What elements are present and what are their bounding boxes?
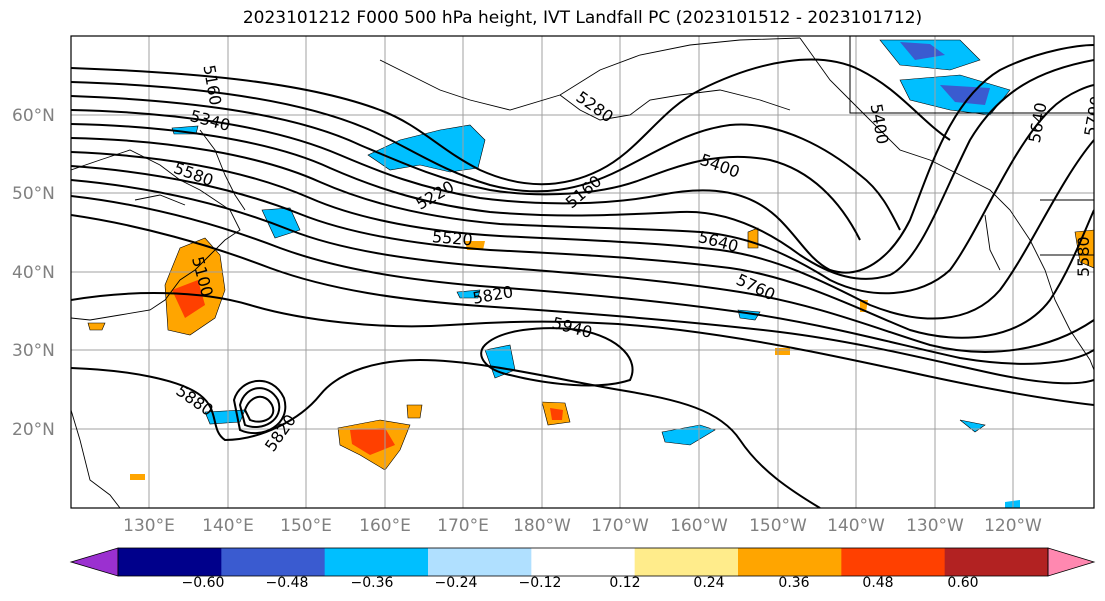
lon-label: 120°W: [984, 516, 1042, 536]
lon-label: 150°W: [749, 516, 807, 536]
colorbar-tick-label: −0.60: [182, 575, 225, 591]
colorbar-segment: [634, 548, 739, 576]
lat-label: 60°N: [12, 106, 55, 126]
colorbar-segment: [531, 548, 636, 576]
lon-label: 180°W: [513, 516, 571, 536]
lon-label: 160°E: [359, 516, 411, 536]
lon-label: 160°W: [670, 516, 728, 536]
colorbar: [69, 547, 1096, 577]
colorbar-tick-label: −0.48: [266, 575, 309, 591]
longitude-axis: 130°E 140°E 150°E 160°E 170°E 180°W 170°…: [123, 516, 1042, 536]
lon-label: 150°E: [280, 516, 332, 536]
lon-label: 130°E: [123, 516, 175, 536]
lon-label: 140°E: [202, 516, 254, 536]
colorbar-extend-min: [69, 547, 119, 577]
lon-label: 130°W: [906, 516, 964, 536]
region-boxes: [849, 36, 1094, 114]
lat-label: 30°N: [12, 341, 55, 361]
contour-label: 5520: [431, 227, 473, 249]
colorbar-tick-label: −0.24: [435, 575, 478, 591]
colorbar-segment: [841, 548, 946, 576]
lon-label: 140°W: [827, 516, 885, 536]
lat-label: 20°N: [12, 420, 55, 440]
lon-label: 170°W: [591, 516, 649, 536]
lat-label: 50°N: [12, 184, 55, 204]
colorbar-tick-label: −0.12: [519, 575, 562, 591]
contour-label: 5580: [1074, 236, 1093, 277]
colorbar-tick-label: 0.36: [778, 575, 809, 591]
colorbar-tick-label: 0.48: [862, 575, 893, 591]
colorbar-ticks: −0.60 −0.48 −0.36 −0.24 −0.12 0.12 0.24 …: [182, 575, 979, 591]
plot-frame: [70, 35, 1095, 509]
coastlines: [71, 37, 1094, 508]
colorbar-frame: [117, 547, 1049, 577]
lat-label: 40°N: [12, 263, 55, 283]
colorbar-tick-label: 0.24: [693, 575, 724, 591]
lon-label: 170°E: [437, 516, 489, 536]
colorbar-segment: [221, 548, 326, 576]
colorbar-tick-label: −0.36: [351, 575, 394, 591]
map-title: 2023101212 F000 500 hPa height, IVT Land…: [242, 8, 923, 28]
height-contours: [71, 44, 1094, 508]
colorbar-segment: [118, 548, 222, 576]
colorbar-segment: [428, 548, 532, 576]
latitude-axis: 60°N 50°N 40°N 30°N 20°N: [12, 106, 55, 440]
colorbar-segment: [738, 548, 842, 576]
graticule: [71, 36, 1094, 508]
colorbar-extend-max: [1047, 547, 1096, 577]
colorbar-tick-label: 0.60: [947, 575, 978, 591]
colorbar-tick-label: 0.12: [609, 575, 640, 591]
colorbar-segment: [324, 548, 429, 576]
colorbar-segment: [944, 548, 1049, 576]
